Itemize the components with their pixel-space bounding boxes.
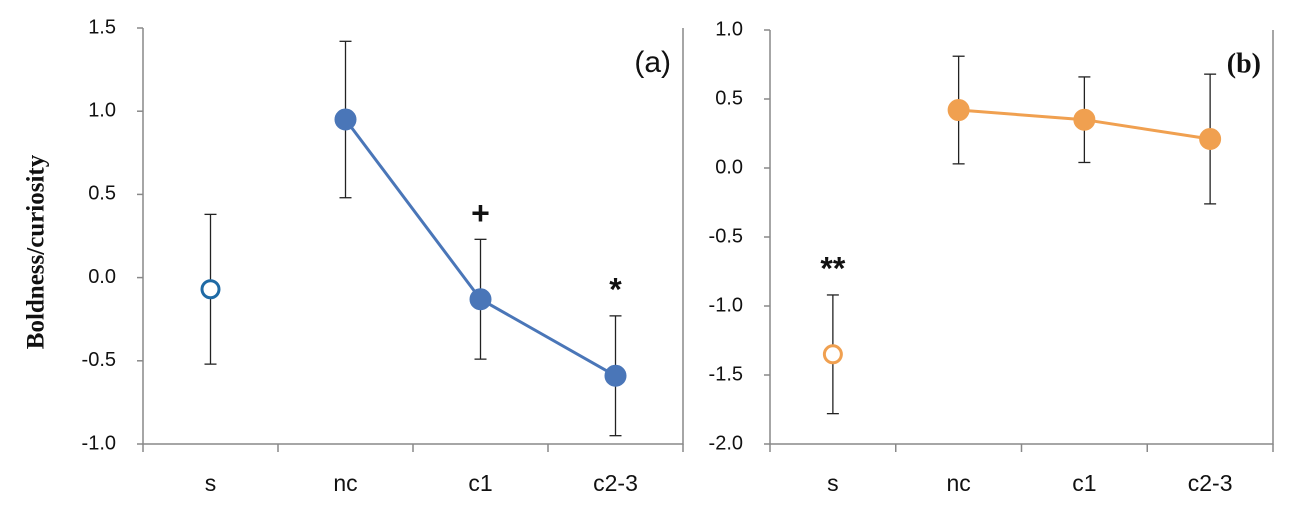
data-point: [604, 364, 627, 387]
x-tick-label: s: [205, 470, 217, 496]
x-tick-label: c1: [1072, 470, 1096, 496]
y-tick-label: -1.0: [709, 294, 743, 316]
x-tick-label: s: [827, 470, 839, 496]
x-tick-label: c2-3: [593, 470, 638, 496]
y-tick-label: -2.0: [709, 432, 743, 454]
x-tick-label: c2-3: [1188, 470, 1233, 496]
y-tick-label: -1.0: [82, 432, 116, 454]
y-axis-label: Boldness/curiosity: [23, 154, 50, 349]
data-point: [947, 99, 970, 122]
panel-label: (a): [634, 46, 671, 79]
y-tick-label: 1.0: [88, 99, 116, 121]
data-point: [1199, 128, 1222, 151]
x-tick-label: c1: [468, 470, 492, 496]
panel-label: (b): [1227, 48, 1261, 79]
y-tick-label: 0.0: [715, 156, 743, 178]
x-tick-label: nc: [333, 470, 357, 496]
y-tick-label: 1.5: [88, 16, 116, 38]
y-tick-label: -0.5: [709, 225, 743, 247]
annotation: +: [471, 195, 490, 231]
data-point: [334, 108, 357, 131]
data-point: [200, 279, 221, 300]
y-tick-label: 0.5: [88, 183, 116, 205]
y-tick-label: 1.0: [715, 18, 743, 40]
annotation: *: [609, 271, 622, 307]
y-tick-label: -1.5: [709, 363, 743, 385]
x-tick-label: nc: [946, 470, 970, 496]
data-point: [469, 288, 492, 311]
y-tick-label: -0.5: [82, 349, 116, 371]
data-point: [822, 344, 843, 365]
data-point: [1073, 108, 1096, 131]
annotation: **: [820, 250, 845, 286]
y-tick-label: 0.5: [715, 87, 743, 109]
y-tick-label: 0.0: [88, 266, 116, 288]
